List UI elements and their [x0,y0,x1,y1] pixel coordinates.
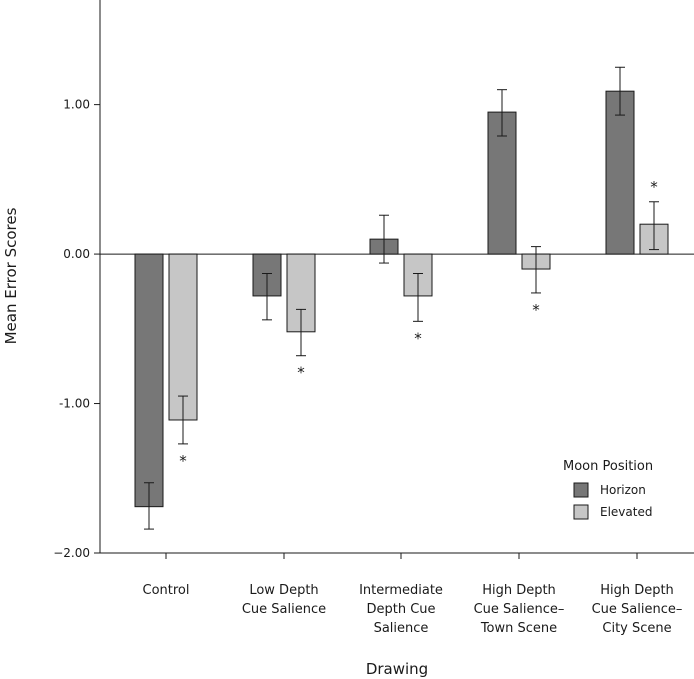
bar-horizon [487,111,517,255]
y-tick-label: 0.00 [63,247,90,261]
bar-horizon [605,90,635,255]
legend-label-horizon: Horizon [600,483,646,497]
y-tick-label: -1.00 [59,397,90,411]
category-label: Cue Salience– [592,602,683,617]
category-label: Control [143,583,190,598]
significance-marker: * [650,178,658,196]
significance-marker: * [414,329,422,347]
category-label: Town Scene [480,621,557,636]
category-label: Cue Salience [242,602,326,617]
y-axis-title: Mean Error Scores [2,207,20,344]
significance-marker: * [179,452,187,470]
category-labels: Control Low Depth Cue Salience Intermediate… [143,583,683,636]
error-bars [144,66,659,530]
significance-marker: * [297,364,305,382]
legend-title: Moon Position [563,459,653,474]
category-label: Depth Cue [366,602,435,617]
significance-markers: * * * * * [179,178,658,470]
bar-horizon [134,253,164,508]
legend-swatch-horizon [573,482,589,498]
category-label: High Depth [482,583,556,598]
category-label: Low Depth [249,583,318,598]
bar-elevated [168,253,198,421]
bars [134,90,669,508]
legend: Moon Position Horizon Elevated [563,459,653,520]
y-tick-label: −2.00 [53,546,90,560]
category-label: City Scene [602,621,671,636]
y-tick-label: 1.00 [63,98,90,112]
axes: −2.00 -1.00 0.00 1.00 [53,0,694,560]
x-axis-title: Drawing [366,660,428,678]
legend-swatch-elevated [573,504,589,520]
legend-label-elevated: Elevated [600,505,652,519]
category-label: Salience [374,621,429,636]
category-label: Cue Salience– [474,602,565,617]
category-label: Intermediate [359,583,443,598]
significance-marker: * [532,301,540,319]
category-label: High Depth [600,583,674,598]
